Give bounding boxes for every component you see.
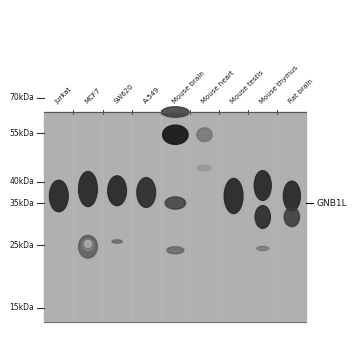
Text: Mouse brain: Mouse brain <box>171 70 206 105</box>
Ellipse shape <box>163 125 188 144</box>
Ellipse shape <box>162 107 189 117</box>
Ellipse shape <box>165 197 186 209</box>
Text: SW620: SW620 <box>113 83 134 105</box>
Ellipse shape <box>137 178 156 207</box>
Ellipse shape <box>85 240 91 247</box>
Ellipse shape <box>108 176 126 206</box>
Text: MCF7: MCF7 <box>84 87 102 105</box>
Text: Jurkat: Jurkat <box>55 86 73 105</box>
Ellipse shape <box>197 128 212 142</box>
Ellipse shape <box>112 240 122 243</box>
Ellipse shape <box>78 235 97 258</box>
Ellipse shape <box>198 166 211 171</box>
Text: 25kDa: 25kDa <box>9 240 34 250</box>
Ellipse shape <box>82 239 94 251</box>
Text: 35kDa: 35kDa <box>9 198 34 208</box>
Text: 70kDa: 70kDa <box>9 93 34 103</box>
Ellipse shape <box>257 246 269 251</box>
Ellipse shape <box>224 178 243 214</box>
Text: GNB1L: GNB1L <box>317 198 347 208</box>
Ellipse shape <box>284 207 300 227</box>
Ellipse shape <box>50 180 68 212</box>
Ellipse shape <box>283 181 300 211</box>
Ellipse shape <box>255 206 270 229</box>
Text: Mouse heart: Mouse heart <box>200 70 235 105</box>
Ellipse shape <box>78 172 97 206</box>
Ellipse shape <box>254 171 271 200</box>
Text: Rat brain: Rat brain <box>288 78 314 105</box>
Text: A-549: A-549 <box>142 86 161 105</box>
Ellipse shape <box>167 247 184 254</box>
Text: 55kDa: 55kDa <box>9 128 34 138</box>
Text: 40kDa: 40kDa <box>9 177 34 187</box>
Bar <box>44 112 307 322</box>
Text: Mouse thymus: Mouse thymus <box>258 65 299 105</box>
Text: 15kDa: 15kDa <box>9 303 34 313</box>
Text: Mouse testis: Mouse testis <box>230 70 265 105</box>
